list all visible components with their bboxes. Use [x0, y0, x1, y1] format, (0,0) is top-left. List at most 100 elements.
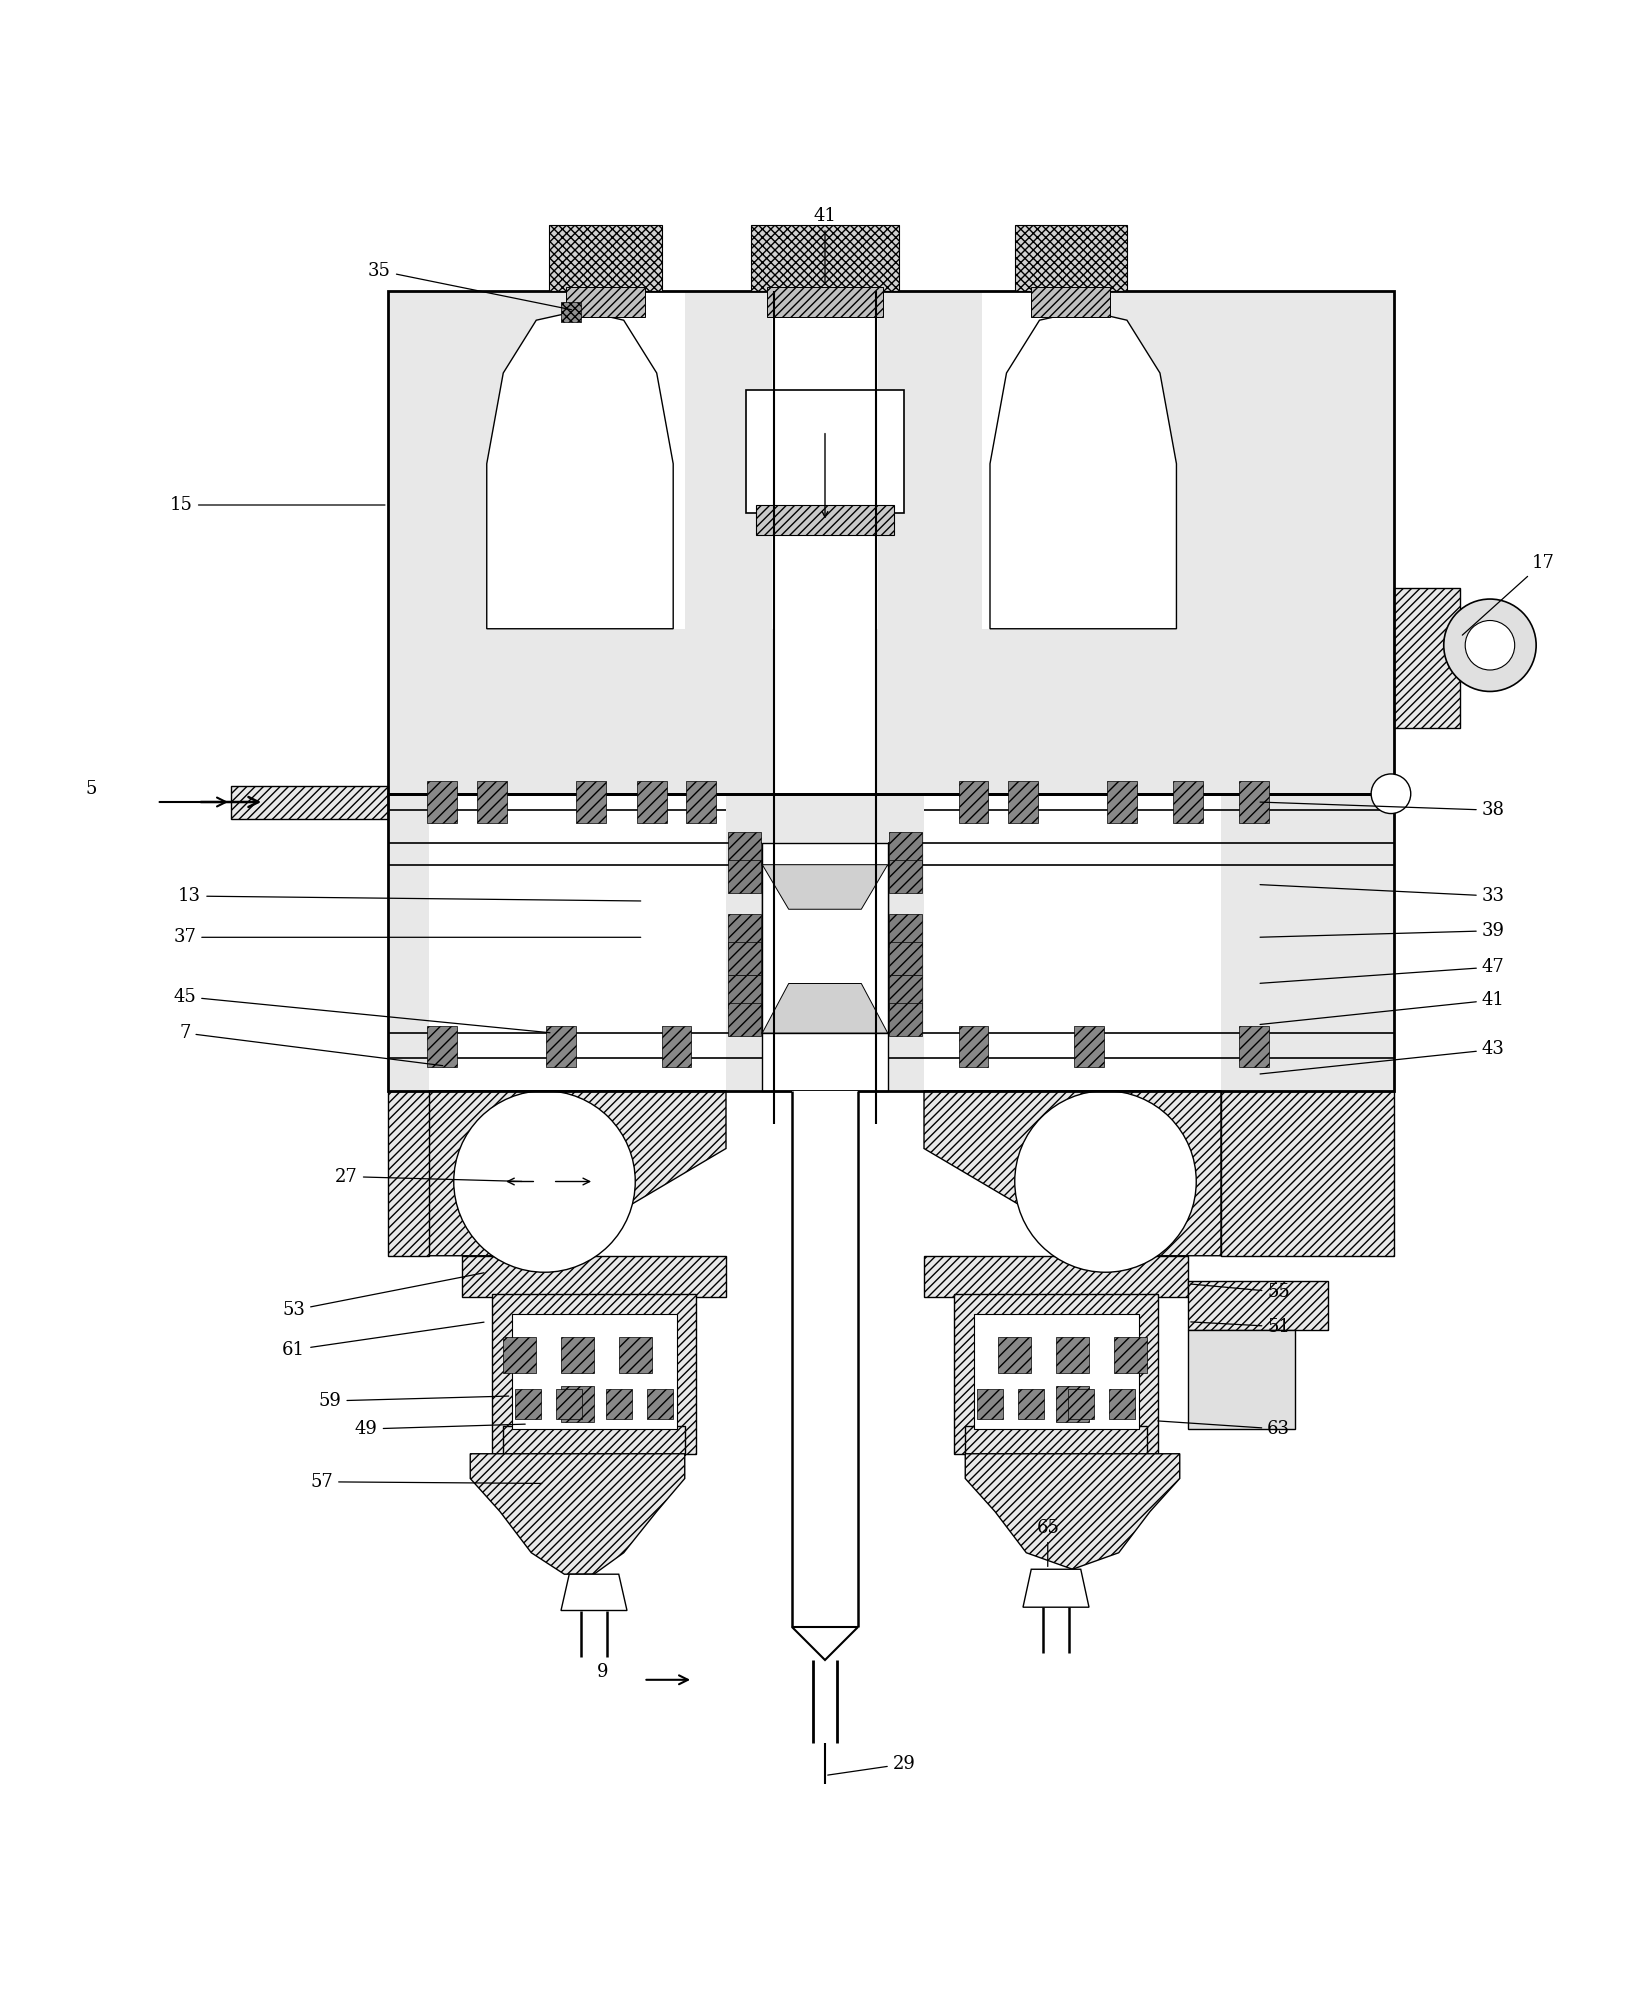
Polygon shape	[1221, 1090, 1394, 1256]
Bar	[965, 1426, 1147, 1456]
Bar	[492, 1294, 696, 1454]
Text: 37: 37	[173, 928, 640, 946]
Polygon shape	[965, 1454, 1180, 1570]
Polygon shape	[685, 290, 772, 628]
Polygon shape	[924, 1090, 1221, 1256]
Bar	[959, 1026, 988, 1066]
Circle shape	[1015, 1090, 1196, 1272]
Bar	[977, 1390, 1003, 1420]
Polygon shape	[762, 864, 888, 910]
Bar	[566, 288, 645, 316]
Text: 15: 15	[170, 496, 384, 514]
Bar	[637, 782, 667, 822]
Text: 41: 41	[813, 208, 837, 284]
Polygon shape	[388, 290, 578, 628]
Bar	[767, 288, 883, 316]
Polygon shape	[888, 794, 1221, 1090]
Bar	[1239, 1026, 1269, 1066]
Text: 61: 61	[282, 1322, 483, 1358]
Bar	[728, 832, 761, 864]
Bar	[647, 1390, 673, 1420]
Bar	[576, 782, 606, 822]
Bar	[1056, 1386, 1089, 1422]
Bar	[606, 1390, 632, 1420]
Bar	[1074, 1026, 1104, 1066]
Polygon shape	[429, 794, 762, 1090]
Bar	[762, 864, 888, 1032]
Text: 45: 45	[173, 988, 549, 1032]
Bar	[924, 1256, 1188, 1296]
Bar	[813, 1660, 837, 1742]
Bar	[1056, 1336, 1089, 1372]
Polygon shape	[470, 1454, 685, 1574]
Polygon shape	[792, 1628, 858, 1660]
Bar	[1188, 1280, 1328, 1330]
Bar	[954, 1294, 1158, 1454]
Text: 33: 33	[1261, 884, 1505, 906]
Bar	[792, 1090, 858, 1628]
Bar	[1109, 1390, 1135, 1420]
Bar	[512, 1314, 676, 1428]
Text: 39: 39	[1261, 922, 1505, 940]
Bar	[662, 1026, 691, 1066]
Bar	[889, 942, 922, 976]
Bar	[751, 224, 899, 290]
Text: 29: 29	[828, 1754, 916, 1776]
Text: 63: 63	[1158, 1420, 1290, 1438]
Bar	[728, 942, 761, 976]
Bar	[1031, 288, 1110, 316]
Bar	[503, 1426, 685, 1456]
Bar	[756, 504, 894, 534]
Polygon shape	[388, 1090, 429, 1256]
Bar	[546, 1026, 576, 1066]
Bar	[1173, 782, 1203, 822]
Text: 38: 38	[1261, 802, 1505, 820]
Bar	[561, 1386, 594, 1422]
Circle shape	[1444, 600, 1536, 692]
Circle shape	[1465, 620, 1515, 670]
Polygon shape	[388, 794, 1394, 1090]
Bar	[515, 1390, 541, 1420]
Text: 57: 57	[310, 1472, 541, 1490]
Bar	[1018, 1390, 1044, 1420]
Bar	[746, 390, 904, 514]
Polygon shape	[762, 984, 888, 1032]
Text: 53: 53	[282, 1272, 483, 1320]
Bar	[728, 976, 761, 1008]
Text: 51: 51	[1191, 1318, 1290, 1336]
Bar	[889, 832, 922, 864]
Text: 49: 49	[355, 1420, 525, 1438]
Polygon shape	[388, 628, 1394, 794]
Text: 13: 13	[178, 888, 640, 906]
Polygon shape	[990, 310, 1176, 628]
Bar	[1114, 1336, 1147, 1372]
Bar	[561, 302, 581, 322]
Bar	[889, 860, 922, 892]
Bar	[686, 782, 716, 822]
Polygon shape	[878, 290, 982, 628]
Bar	[388, 290, 1394, 794]
Circle shape	[454, 1090, 635, 1272]
Bar	[556, 1390, 582, 1420]
Bar	[1239, 782, 1269, 822]
Bar	[959, 782, 988, 822]
Bar	[728, 860, 761, 892]
Text: 35: 35	[368, 262, 571, 310]
Bar	[889, 1004, 922, 1036]
Polygon shape	[1023, 1570, 1089, 1608]
Bar	[1394, 588, 1460, 728]
Bar	[549, 224, 662, 290]
Bar	[561, 1336, 594, 1372]
Text: 47: 47	[1261, 958, 1505, 984]
Bar	[1008, 782, 1038, 822]
Text: 65: 65	[1036, 1520, 1059, 1566]
Bar	[889, 914, 922, 948]
Text: 43: 43	[1261, 1040, 1505, 1074]
Bar	[1107, 782, 1137, 822]
Bar	[477, 782, 507, 822]
Bar	[974, 1314, 1138, 1428]
Bar	[728, 914, 761, 948]
Text: 5: 5	[86, 780, 96, 798]
Text: 17: 17	[1462, 554, 1554, 636]
Bar	[427, 782, 457, 822]
